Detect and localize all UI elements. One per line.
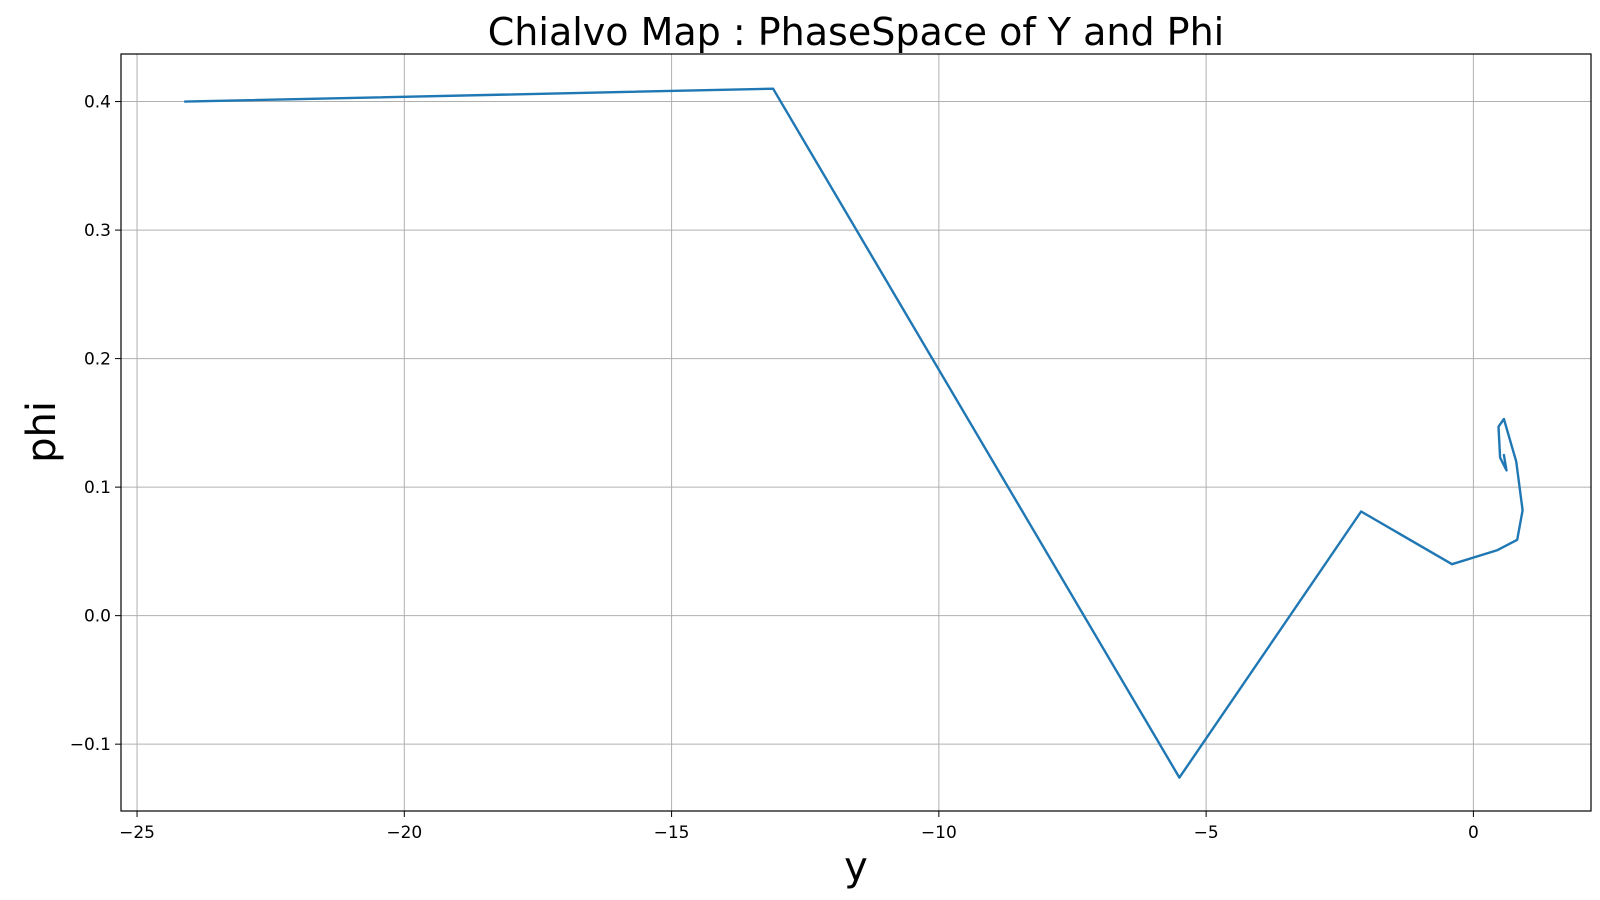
y-tick-label: −0.1 [70,735,111,755]
y-tick-label: 0.4 [84,93,111,113]
ticks: −25 −20 −15 −10 −5 0 −0.1 0.0 0.1 0.2 0.3 0.4 [70,93,1479,843]
y-tick-label: 0.1 [84,478,111,498]
series-line [183,87,1524,779]
x-tick-label: −25 [119,823,155,843]
x-tick-label: −20 [386,823,422,843]
x-tick-label: −15 [654,823,690,843]
x-tick-label: 0 [1468,823,1479,843]
x-axis-label: y [844,844,868,890]
chart-title: Chialvo Map : PhaseSpace of Y and Phi [488,10,1224,54]
plot-frame [120,53,1592,812]
x-tick-label: −5 [1194,823,1219,843]
y-tick-label: 0.2 [84,350,111,370]
series-layer [183,87,1524,779]
y-tick-label: 0.0 [84,607,111,627]
x-tick-label: −10 [921,823,957,843]
y-axis-label: phi [19,401,65,463]
grid-lines [121,54,1591,811]
y-tick-label: 0.3 [84,221,111,241]
